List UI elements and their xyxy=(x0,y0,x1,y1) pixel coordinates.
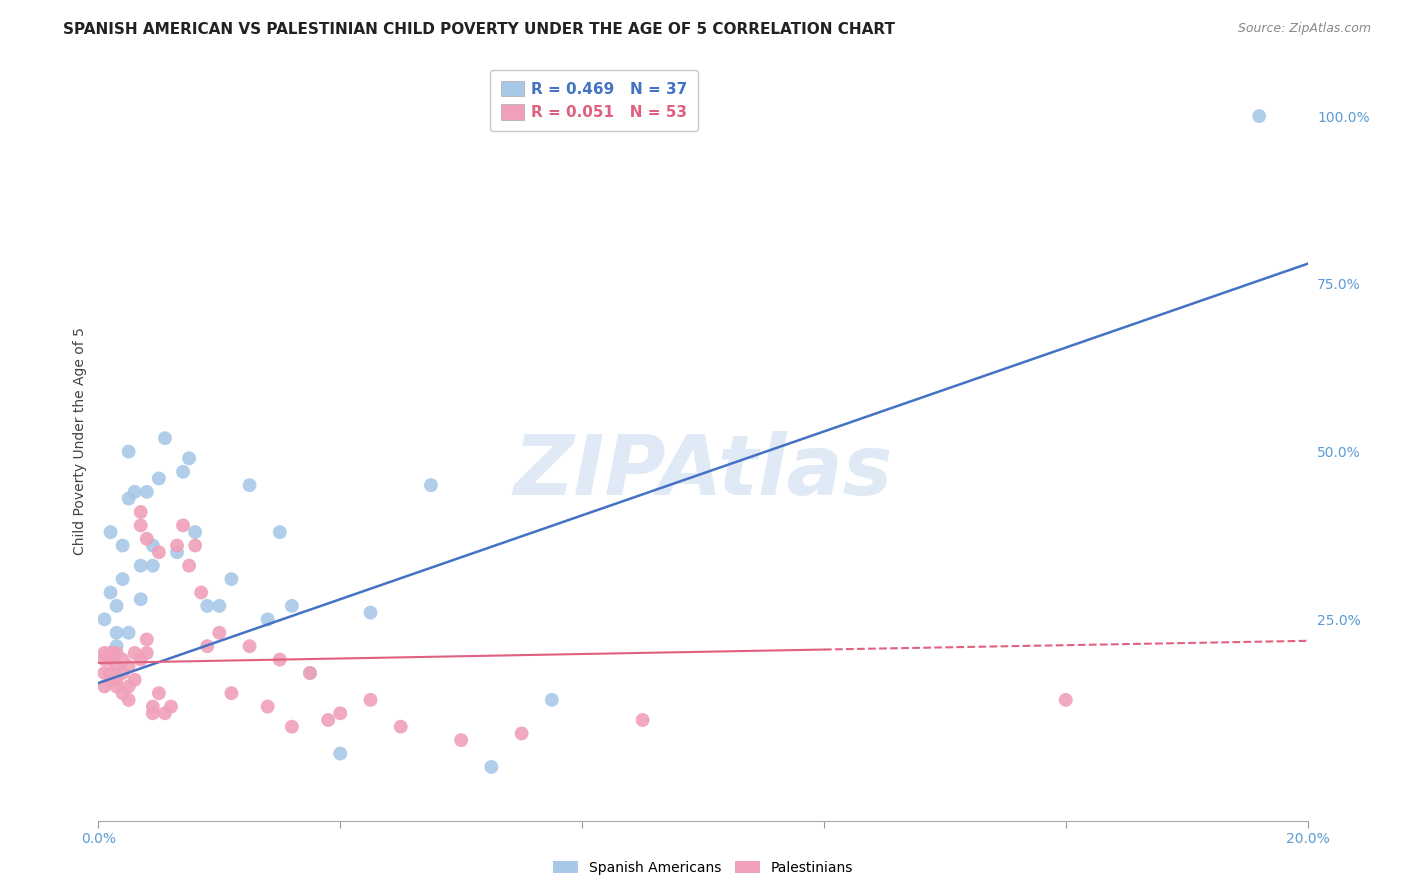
Point xyxy=(105,625,128,640)
Point xyxy=(93,646,115,660)
Point xyxy=(160,699,183,714)
Point xyxy=(148,545,170,559)
Point xyxy=(1054,693,1077,707)
Point xyxy=(153,706,176,721)
Point xyxy=(142,558,165,573)
Point xyxy=(135,646,157,660)
Point xyxy=(195,599,218,613)
Point xyxy=(281,599,304,613)
Point xyxy=(100,673,122,687)
Point xyxy=(135,532,157,546)
Point xyxy=(118,680,141,694)
Point xyxy=(100,585,122,599)
Point xyxy=(195,639,218,653)
Point xyxy=(93,666,115,681)
Point xyxy=(316,713,339,727)
Point xyxy=(299,666,322,681)
Point xyxy=(256,699,278,714)
Point xyxy=(93,680,115,694)
Point xyxy=(111,572,134,586)
Point xyxy=(299,666,322,681)
Point xyxy=(148,471,170,485)
Point xyxy=(111,652,134,666)
Point xyxy=(118,491,141,506)
Point xyxy=(208,625,231,640)
Point xyxy=(105,673,128,687)
Point xyxy=(135,632,157,647)
Point xyxy=(100,652,122,666)
Point xyxy=(239,639,262,653)
Point xyxy=(124,673,146,687)
Point xyxy=(129,558,152,573)
Point xyxy=(389,720,412,734)
Point xyxy=(481,760,503,774)
Point xyxy=(100,666,122,681)
Legend: Spanish Americans, Palestinians: Spanish Americans, Palestinians xyxy=(547,855,859,880)
Point xyxy=(540,693,562,707)
Point xyxy=(118,659,141,673)
Point xyxy=(153,431,176,445)
Legend: R = 0.469   N = 37, R = 0.051   N = 53: R = 0.469 N = 37, R = 0.051 N = 53 xyxy=(491,70,699,131)
Point xyxy=(129,518,152,533)
Point xyxy=(269,652,291,666)
Point xyxy=(129,652,152,666)
Point xyxy=(184,539,207,553)
Point xyxy=(100,525,122,540)
Point xyxy=(166,545,188,559)
Point xyxy=(221,572,243,586)
Point xyxy=(329,747,352,761)
Point xyxy=(510,726,533,740)
Point xyxy=(105,680,128,694)
Point xyxy=(105,639,128,653)
Y-axis label: Child Poverty Under the Age of 5: Child Poverty Under the Age of 5 xyxy=(73,327,87,556)
Point xyxy=(111,686,134,700)
Point xyxy=(105,646,128,660)
Point xyxy=(111,666,134,681)
Point xyxy=(179,451,201,466)
Point xyxy=(208,599,231,613)
Point xyxy=(148,686,170,700)
Point xyxy=(166,539,188,553)
Point xyxy=(631,713,654,727)
Point xyxy=(124,646,146,660)
Point xyxy=(190,585,212,599)
Point xyxy=(360,606,382,620)
Point xyxy=(100,646,122,660)
Point xyxy=(329,706,352,721)
Point xyxy=(129,592,152,607)
Point xyxy=(93,652,115,666)
Point xyxy=(105,659,128,673)
Point xyxy=(450,733,472,747)
Point xyxy=(129,505,152,519)
Point xyxy=(221,686,243,700)
Point xyxy=(179,558,201,573)
Point xyxy=(269,525,291,540)
Point xyxy=(118,693,141,707)
Point xyxy=(118,444,141,458)
Point xyxy=(281,720,304,734)
Point xyxy=(93,612,115,626)
Point xyxy=(184,525,207,540)
Point xyxy=(142,699,165,714)
Point xyxy=(135,484,157,499)
Point xyxy=(111,539,134,553)
Point xyxy=(172,518,194,533)
Point xyxy=(360,693,382,707)
Point xyxy=(124,484,146,499)
Point xyxy=(105,599,128,613)
Text: ZIPAtlas: ZIPAtlas xyxy=(513,432,893,512)
Point xyxy=(118,625,141,640)
Point xyxy=(142,539,165,553)
Point xyxy=(420,478,443,492)
Point xyxy=(256,612,278,626)
Text: SPANISH AMERICAN VS PALESTINIAN CHILD POVERTY UNDER THE AGE OF 5 CORRELATION CHA: SPANISH AMERICAN VS PALESTINIAN CHILD PO… xyxy=(63,22,896,37)
Text: Source: ZipAtlas.com: Source: ZipAtlas.com xyxy=(1237,22,1371,36)
Point xyxy=(142,706,165,721)
Point xyxy=(172,465,194,479)
Point xyxy=(1249,109,1271,123)
Point xyxy=(239,478,262,492)
